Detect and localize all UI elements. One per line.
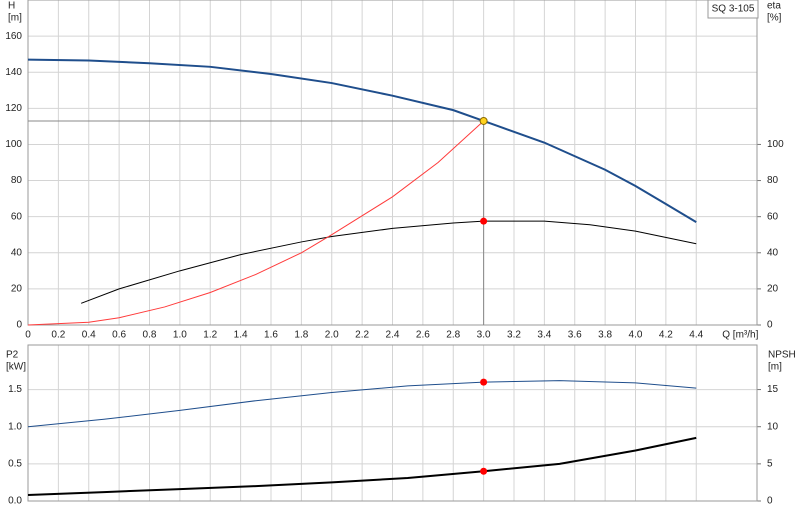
y-axis-label: H xyxy=(8,1,15,12)
y-tick-label: 160 xyxy=(5,31,22,42)
y-tick-label: 60 xyxy=(11,211,23,222)
x-tick-label: 0.8 xyxy=(143,330,157,341)
x-tick-label: 4.0 xyxy=(629,330,643,341)
x-tick-label: 4.4 xyxy=(689,330,703,341)
y2-tick-label: 40 xyxy=(767,247,779,258)
y2-tick-label: 80 xyxy=(767,175,779,186)
plot-border xyxy=(27,0,758,326)
y-axis-label: [kW] xyxy=(6,362,26,373)
x-tick-label: 0.4 xyxy=(82,330,96,341)
y2-tick-label: 5 xyxy=(767,458,773,469)
curve xyxy=(27,120,484,326)
y-tick-label: 0 xyxy=(16,320,22,331)
x-tick-label: 0 xyxy=(25,330,31,341)
y-tick-label: 20 xyxy=(11,284,23,295)
y-tick-label: 0.5 xyxy=(8,458,22,469)
x-tick-label: 4.2 xyxy=(659,330,673,341)
x-tick-label: 3.2 xyxy=(507,330,521,341)
x-axis-label: Q [m³/h] xyxy=(722,330,758,341)
x-tick-label: 3.8 xyxy=(598,330,612,341)
y2-tick-label: 20 xyxy=(767,284,779,295)
x-tick-label: 0.6 xyxy=(112,330,126,341)
plot-border xyxy=(27,344,758,502)
y-tick-label: 0.0 xyxy=(8,496,22,507)
y-tick-label: 1.0 xyxy=(8,421,22,432)
curve xyxy=(27,380,697,428)
y2-axis-label: NPSH xyxy=(768,350,796,361)
y-tick-label: 100 xyxy=(5,139,22,150)
y-tick-label: 120 xyxy=(5,103,22,114)
y-tick-label: 40 xyxy=(11,247,23,258)
x-tick-label: 2.6 xyxy=(416,330,430,341)
y2-axis-label: [%] xyxy=(767,13,782,24)
y2-tick-label: 0 xyxy=(767,320,773,331)
x-tick-label: 0.2 xyxy=(51,330,65,341)
operating-point xyxy=(480,467,488,475)
y-axis-label: [m] xyxy=(8,13,22,24)
operating-point xyxy=(480,217,488,225)
y2-tick-label: 10 xyxy=(767,421,779,432)
x-tick-label: 1.6 xyxy=(264,330,278,341)
y2-tick-label: 0 xyxy=(767,496,773,507)
y-tick-label: 80 xyxy=(11,175,23,186)
y2-tick-label: 15 xyxy=(767,384,779,395)
x-tick-label: 2.2 xyxy=(355,330,369,341)
y-tick-label: 1.5 xyxy=(8,384,22,395)
x-tick-label: 2.4 xyxy=(386,330,400,341)
curve xyxy=(80,220,697,304)
title-box xyxy=(707,0,759,19)
chart-title: SQ 3-105 xyxy=(712,4,755,15)
y-tick-label: 140 xyxy=(5,67,22,78)
x-tick-label: 1.2 xyxy=(203,330,217,341)
y-axis-label: P2 xyxy=(6,350,19,361)
y2-tick-label: 60 xyxy=(767,211,779,222)
x-tick-label: 2.8 xyxy=(446,330,460,341)
operating-point xyxy=(479,116,488,125)
x-tick-label: 3.0 xyxy=(477,330,491,341)
x-tick-label: 2.0 xyxy=(325,330,339,341)
curve xyxy=(27,436,697,497)
x-tick-label: 3.6 xyxy=(568,330,582,341)
x-tick-label: 1.8 xyxy=(294,330,308,341)
y2-tick-label: 100 xyxy=(767,139,784,150)
y2-axis-label: [m] xyxy=(768,362,782,373)
x-tick-label: 1.0 xyxy=(173,330,187,341)
x-tick-label: 1.4 xyxy=(234,330,248,341)
x-tick-label: 3.4 xyxy=(537,330,551,341)
operating-point xyxy=(480,378,488,386)
y2-axis-label: eta xyxy=(767,1,781,12)
curve xyxy=(27,58,697,223)
